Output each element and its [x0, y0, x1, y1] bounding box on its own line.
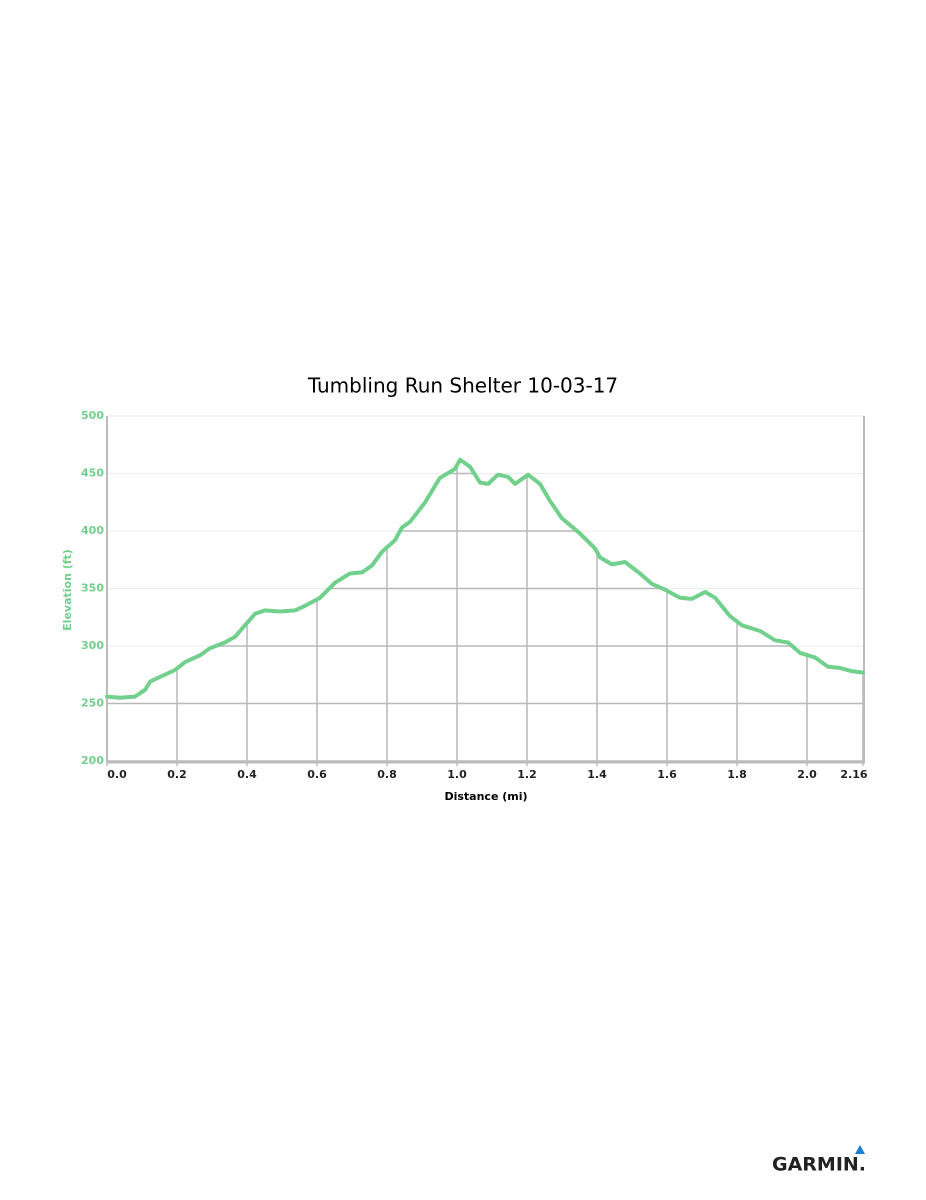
y-tick-label: 200 [81, 754, 104, 767]
x-tick-label: 1.0 [447, 768, 467, 781]
elevation-line [105, 457, 865, 700]
x-tick-label: 1.4 [587, 768, 607, 781]
y-tick-label: 450 [81, 467, 104, 480]
logo-triangle [855, 1145, 865, 1154]
x-tick-label: 1.8 [727, 768, 747, 781]
x-tick-label: 0.8 [377, 768, 397, 781]
x-tick-label: 1.6 [657, 768, 677, 781]
y-tick-label: 400 [81, 524, 104, 537]
x-axis-label: Distance (mi) [444, 790, 527, 803]
logo: GARMIN. [772, 1154, 866, 1176]
y-tick-label: 500 [81, 409, 104, 422]
x-tick-label: 2.0 [797, 768, 817, 781]
chart-title: Tumbling Run Shelter 10-03-17 [307, 374, 618, 398]
y-tick-label: 300 [81, 639, 104, 652]
y-tick-label: 350 [81, 582, 104, 595]
x-tick-label: 2.16 [840, 768, 867, 781]
x-tick-label: 0.0 [107, 768, 127, 781]
x-tick-label: 0.6 [307, 768, 327, 781]
x-tick-label: 1.2 [517, 768, 537, 781]
y-axis-label: Elevation (ft) [61, 549, 74, 631]
x-tick-label: 0.4 [237, 768, 257, 781]
x-tick-label: 0.2 [167, 768, 187, 781]
y-tick-label: 250 [81, 697, 104, 710]
